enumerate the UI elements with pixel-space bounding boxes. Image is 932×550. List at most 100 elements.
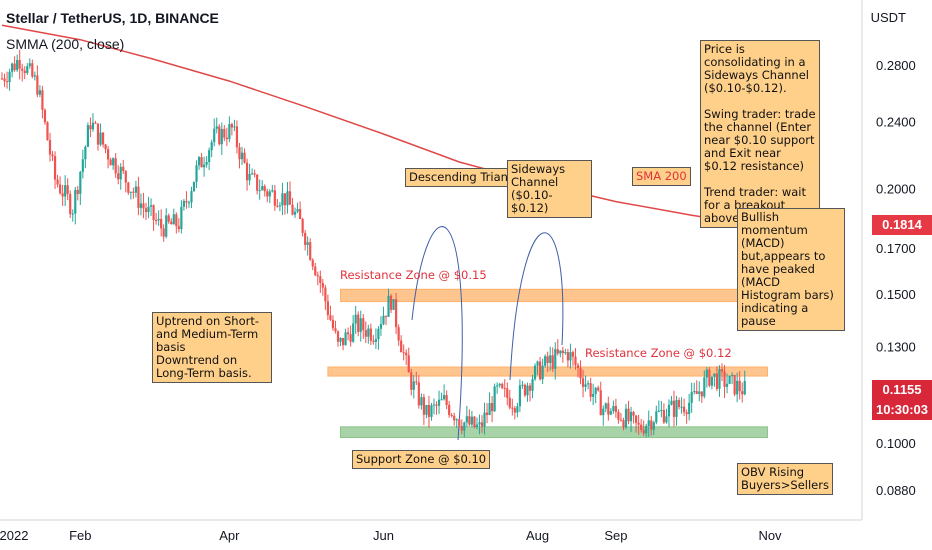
candle-body[interactable]: [117, 173, 120, 180]
candle-body[interactable]: [354, 314, 357, 324]
candle-body[interactable]: [677, 400, 681, 408]
candle-body[interactable]: [448, 404, 451, 415]
candle-body[interactable]: [498, 383, 501, 386]
candle-body[interactable]: [299, 209, 302, 220]
candle-body[interactable]: [23, 70, 26, 74]
candle-body[interactable]: [478, 422, 481, 425]
candle-body[interactable]: [175, 214, 178, 227]
candle-body[interactable]: [574, 356, 577, 366]
candle-body[interactable]: [13, 63, 16, 71]
candle-body[interactable]: [127, 182, 130, 193]
candle-body[interactable]: [251, 173, 254, 175]
annotation-descending-triangle[interactable]: Descending Triangle: [405, 168, 530, 187]
candle-body[interactable]: [518, 385, 521, 407]
annotation-macd[interactable]: Bullish momentum (MACD) but,appears to h…: [737, 208, 845, 331]
candle-body[interactable]: [420, 397, 423, 406]
candle-body[interactable]: [556, 349, 559, 354]
candle-body[interactable]: [395, 299, 398, 328]
candle-body[interactable]: [3, 78, 6, 82]
candle-body[interactable]: [541, 365, 544, 380]
candle-body[interactable]: [569, 352, 572, 361]
candle-body[interactable]: [629, 412, 633, 422]
annotation-support-010[interactable]: Support Zone @ $0.10: [352, 450, 491, 469]
candle-body[interactable]: [400, 340, 403, 353]
candle-body[interactable]: [635, 415, 638, 423]
candle-body[interactable]: [283, 193, 287, 206]
candle-body[interactable]: [485, 412, 489, 416]
candle-body[interactable]: [84, 146, 87, 160]
candle-body[interactable]: [437, 399, 441, 406]
candle-body[interactable]: [170, 221, 173, 225]
candle-body[interactable]: [89, 125, 92, 130]
candle-body[interactable]: [698, 391, 701, 394]
candle-body[interactable]: [311, 259, 314, 267]
candle-body[interactable]: [627, 408, 630, 422]
candle-body[interactable]: [372, 340, 375, 342]
candle-body[interactable]: [584, 384, 587, 387]
annotation-trend[interactable]: Uptrend on Short- and Medium-Term basis …: [152, 312, 272, 383]
candle-body[interactable]: [612, 406, 615, 412]
candle-body[interactable]: [76, 189, 79, 194]
candle-body[interactable]: [579, 367, 582, 379]
candle-body[interactable]: [672, 400, 676, 417]
candle-body[interactable]: [18, 60, 21, 69]
candle-body[interactable]: [331, 319, 335, 329]
candle-body[interactable]: [329, 315, 332, 320]
candle-body[interactable]: [230, 124, 233, 128]
candle-body[interactable]: [94, 122, 97, 124]
candle-body[interactable]: [640, 424, 643, 430]
candle-body[interactable]: [316, 275, 319, 277]
candle-body[interactable]: [319, 276, 322, 283]
candle-body[interactable]: [531, 379, 534, 391]
candle-body[interactable]: [435, 404, 438, 406]
candle-body[interactable]: [397, 327, 400, 341]
candle-body[interactable]: [266, 191, 269, 197]
candle-body[interactable]: [218, 126, 221, 145]
candle-body[interactable]: [28, 63, 31, 67]
candle-body[interactable]: [240, 152, 244, 160]
candle-body[interactable]: [0, 78, 4, 80]
candle-body[interactable]: [109, 159, 112, 166]
candle-body[interactable]: [589, 383, 592, 397]
candle-body[interactable]: [122, 166, 125, 172]
candle-body[interactable]: [16, 60, 19, 71]
candle-body[interactable]: [364, 330, 367, 337]
candle-body[interactable]: [488, 403, 491, 416]
candle-body[interactable]: [662, 410, 665, 423]
candle-body[interactable]: [309, 242, 312, 260]
candle-body[interactable]: [51, 154, 54, 157]
candle-body[interactable]: [59, 184, 62, 194]
candle-body[interactable]: [660, 410, 663, 412]
candle-body[interactable]: [197, 157, 201, 166]
candle-body[interactable]: [503, 387, 506, 389]
candle-body[interactable]: [688, 402, 691, 415]
candle-body[interactable]: [453, 415, 456, 421]
candle-body[interactable]: [549, 355, 552, 364]
candle-body[interactable]: [142, 203, 145, 209]
candle-body[interactable]: [632, 412, 635, 416]
candle-body[interactable]: [180, 206, 183, 230]
candle-body[interactable]: [564, 352, 567, 354]
candle-body[interactable]: [736, 380, 739, 395]
candle-body[interactable]: [185, 200, 188, 203]
candle-body[interactable]: [614, 406, 617, 412]
candle-body[interactable]: [11, 63, 14, 72]
candle-body[interactable]: [473, 416, 476, 427]
candle-body[interactable]: [268, 191, 271, 197]
candle-body[interactable]: [417, 382, 420, 406]
candle-body[interactable]: [101, 132, 105, 145]
candle-body[interactable]: [286, 191, 289, 206]
candle-body[interactable]: [599, 390, 602, 416]
candle-body[interactable]: [245, 162, 249, 181]
candle-body[interactable]: [281, 193, 284, 206]
candle-body[interactable]: [296, 209, 299, 212]
candle-body[interactable]: [177, 226, 180, 230]
candle-body[interactable]: [470, 416, 473, 425]
candle-body[interactable]: [468, 416, 471, 425]
candle-body[interactable]: [559, 350, 562, 354]
candle-body[interactable]: [708, 369, 711, 386]
candle-body[interactable]: [256, 174, 259, 191]
candle-body[interactable]: [720, 369, 724, 372]
candle-body[interactable]: [326, 301, 329, 316]
candle-body[interactable]: [566, 352, 569, 361]
